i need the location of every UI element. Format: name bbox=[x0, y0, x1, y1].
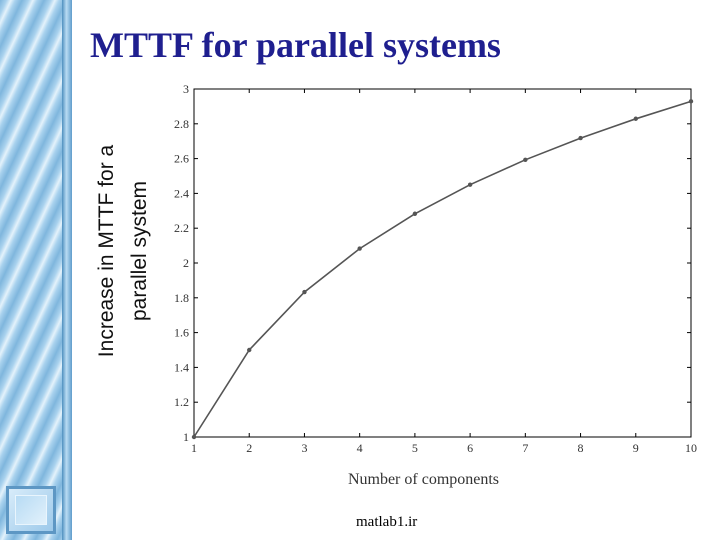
data-point bbox=[523, 157, 528, 163]
footer-source-text: matlab1.ir bbox=[356, 514, 418, 530]
x-tick-label: 5 bbox=[412, 441, 418, 455]
x-tick-label: 7 bbox=[522, 441, 528, 455]
decorative-side-bar-edge bbox=[62, 0, 72, 540]
x-tick-label: 1 bbox=[191, 441, 197, 455]
x-axis-ticks: 1 2 3 4 5 6 7 8 9 10 bbox=[191, 89, 697, 455]
data-point bbox=[633, 116, 638, 121]
y-axis-ticks: 1 1.2 1.4 1.6 1.8 2 2.2 2.4 2.6 2.8 3 bbox=[174, 82, 691, 444]
decorative-side-bar bbox=[0, 0, 66, 540]
y-tick-label: 1.2 bbox=[174, 395, 189, 409]
data-point bbox=[467, 182, 473, 187]
data-point bbox=[578, 135, 583, 141]
y-axis-label-line-1: Increase in MTTF for a bbox=[95, 144, 118, 357]
y-tick-label: 1.6 bbox=[174, 326, 189, 340]
decorative-corner-square bbox=[6, 486, 56, 534]
x-tick-label: 4 bbox=[357, 441, 363, 455]
decorative-corner-square-inner bbox=[15, 495, 47, 525]
x-tick-label: 9 bbox=[633, 441, 639, 455]
x-axis-label: Number of components bbox=[348, 471, 499, 488]
y-tick-label: 2.6 bbox=[174, 152, 189, 166]
y-tick-label: 3 bbox=[183, 82, 189, 96]
data-point bbox=[191, 434, 197, 440]
y-tick-label: 1.4 bbox=[174, 360, 189, 374]
y-tick-label: 2.4 bbox=[174, 186, 189, 200]
x-tick-label: 3 bbox=[301, 441, 307, 455]
y-tick-label: 1 bbox=[183, 430, 189, 444]
data-points bbox=[191, 99, 694, 440]
y-axis-label-line-2: parallel system bbox=[128, 181, 151, 321]
y-tick-label: 2 bbox=[183, 256, 189, 270]
data-point bbox=[412, 211, 418, 216]
series-line bbox=[193, 100, 692, 438]
x-tick-label: 6 bbox=[467, 441, 473, 455]
x-tick-label: 2 bbox=[246, 441, 252, 455]
data-point bbox=[688, 99, 694, 104]
x-tick-label: 8 bbox=[578, 441, 584, 455]
x-tick-label: 10 bbox=[685, 441, 697, 455]
y-tick-label: 2.2 bbox=[174, 221, 189, 235]
y-tick-label: 2.8 bbox=[174, 117, 189, 131]
data-point bbox=[302, 289, 307, 295]
page-title: MTTF for parallel systems bbox=[90, 25, 501, 65]
data-point bbox=[247, 347, 252, 353]
y-tick-label: 1.8 bbox=[174, 291, 189, 305]
plot-frame bbox=[193, 88, 692, 438]
data-point bbox=[357, 246, 362, 251]
